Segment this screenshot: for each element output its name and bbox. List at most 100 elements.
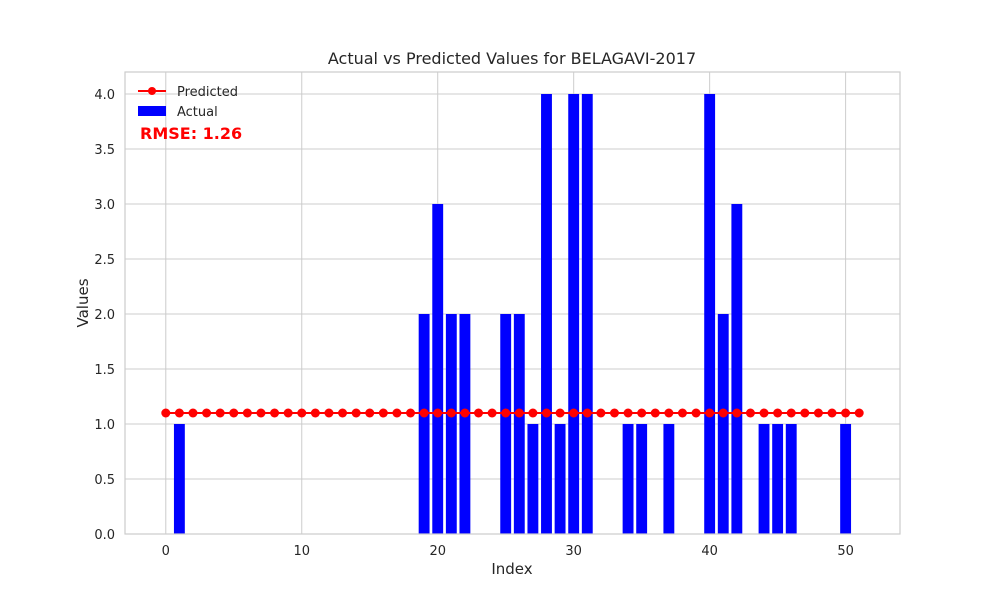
predicted-point <box>174 408 184 418</box>
predicted-point <box>474 408 484 418</box>
rmse-annotation: RMSE: 1.26 <box>140 124 242 143</box>
predicted-point <box>759 408 769 418</box>
x-tick-label: 20 <box>429 544 446 559</box>
predicted-point <box>691 408 701 418</box>
actual-bar <box>432 204 444 534</box>
y-tick-labels: 0.0 0.5 1.0 1.5 2.0 2.5 3.0 3.5 4.0 <box>94 88 115 543</box>
predicted-point <box>773 408 783 418</box>
predicted-point <box>487 408 497 418</box>
actual-bar <box>663 424 675 534</box>
actual-bar <box>568 94 580 534</box>
actual-bar <box>418 314 430 534</box>
predicted-point <box>202 408 212 418</box>
predicted-point <box>827 408 837 418</box>
predicted-point <box>270 408 280 418</box>
y-tick-label: 3.0 <box>94 198 115 213</box>
y-tick-label: 0.5 <box>94 473 115 488</box>
x-tick-label: 0 <box>162 544 170 559</box>
actual-bar <box>445 314 457 534</box>
legend: Predicted Actual <box>138 85 238 120</box>
predicted-point <box>242 408 252 418</box>
actual-bar <box>840 424 852 534</box>
x-tick-labels: 0 10 20 30 40 50 <box>162 544 854 559</box>
chart-title: Actual vs Predicted Values for BELAGAVI-… <box>328 49 696 68</box>
predicted-point <box>392 408 402 418</box>
x-tick-label: 10 <box>293 544 310 559</box>
y-tick-label: 1.0 <box>94 418 115 433</box>
actual-bar <box>581 94 593 534</box>
predicted-series <box>161 408 864 418</box>
y-axis-label: Values <box>74 278 92 327</box>
bars <box>173 94 852 534</box>
actual-bar <box>704 94 716 534</box>
actual-bar <box>785 424 797 534</box>
predicted-point <box>555 408 565 418</box>
predicted-point <box>283 408 293 418</box>
x-tick-label: 40 <box>701 544 718 559</box>
predicted-point <box>677 408 687 418</box>
predicted-point <box>446 408 456 418</box>
predicted-point <box>433 408 443 418</box>
y-tick-label: 2.0 <box>94 308 115 323</box>
predicted-point <box>813 408 823 418</box>
predicted-point <box>596 408 606 418</box>
predicted-point <box>256 408 266 418</box>
predicted-point <box>800 408 810 418</box>
predicted-point <box>732 408 742 418</box>
predicted-point <box>650 408 660 418</box>
legend-actual-swatch <box>138 106 166 116</box>
predicted-point <box>351 408 361 418</box>
predicted-point <box>378 408 388 418</box>
y-tick-label: 0.0 <box>94 528 115 543</box>
actual-bar <box>772 424 784 534</box>
predicted-point <box>514 408 524 418</box>
actual-bar <box>717 314 729 534</box>
predicted-point <box>637 408 647 418</box>
predicted-point <box>623 408 633 418</box>
actual-bar <box>636 424 648 534</box>
predicted-point <box>705 408 715 418</box>
actual-bar <box>622 424 634 534</box>
predicted-point <box>406 408 416 418</box>
actual-bar <box>500 314 512 534</box>
predicted-point <box>841 408 851 418</box>
plot-frame <box>124 71 901 535</box>
y-tick-label: 4.0 <box>94 88 115 103</box>
predicted-point <box>419 408 429 418</box>
actual-bar <box>513 314 525 534</box>
actual-bar <box>758 424 770 534</box>
predicted-point <box>297 408 307 418</box>
actual-bar <box>173 424 185 534</box>
predicted-point <box>718 408 728 418</box>
predicted-point <box>664 408 674 418</box>
y-tick-label: 1.5 <box>94 363 115 378</box>
actual-bar <box>731 204 743 534</box>
y-tick-label: 2.5 <box>94 253 115 268</box>
predicted-point <box>501 408 511 418</box>
predicted-point <box>338 408 348 418</box>
x-axis-label: Index <box>491 560 532 578</box>
actual-bar <box>554 424 566 534</box>
predicted-point <box>786 408 796 418</box>
y-tick-label: 3.5 <box>94 143 115 158</box>
predicted-point <box>460 408 470 418</box>
predicted-point <box>541 408 551 418</box>
predicted-point <box>229 408 239 418</box>
grid <box>125 72 900 535</box>
legend-predicted-label: Predicted <box>177 85 238 100</box>
actual-bar <box>459 314 471 534</box>
predicted-point <box>188 408 198 418</box>
predicted-point <box>569 408 579 418</box>
predicted-point <box>215 408 225 418</box>
predicted-point <box>324 408 334 418</box>
predicted-point <box>310 408 320 418</box>
predicted-point <box>161 408 171 418</box>
predicted-point <box>365 408 375 418</box>
x-tick-label: 50 <box>837 544 854 559</box>
legend-predicted-marker <box>148 87 156 95</box>
predicted-point <box>528 408 538 418</box>
x-tick-label: 30 <box>565 544 582 559</box>
actual-bar <box>541 94 552 534</box>
legend-actual-label: Actual <box>177 105 218 120</box>
